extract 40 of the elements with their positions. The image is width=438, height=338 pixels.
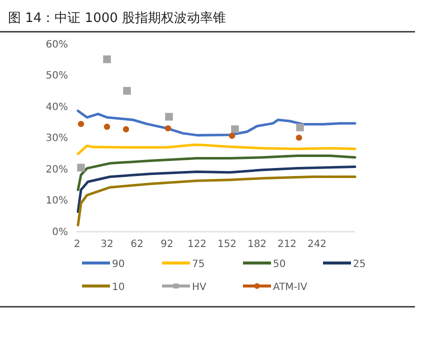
legend-label: 25 bbox=[353, 259, 366, 270]
point bbox=[103, 55, 111, 64]
point bbox=[78, 120, 84, 128]
x-tick-label: 122 bbox=[187, 238, 207, 250]
legend-label: 75 bbox=[192, 259, 205, 270]
point bbox=[104, 124, 110, 130]
x-tick-label: 2 bbox=[74, 238, 80, 250]
point bbox=[77, 164, 85, 172]
legend-label: 10 bbox=[112, 282, 125, 293]
y-tick-label: 0% bbox=[52, 226, 68, 238]
point bbox=[122, 126, 130, 132]
y-tick-label: 60% bbox=[46, 40, 68, 50]
point bbox=[164, 125, 172, 132]
line-series bbox=[76, 154, 356, 192]
line-series bbox=[76, 165, 356, 213]
y-tick-label: 50% bbox=[46, 70, 68, 82]
point bbox=[228, 132, 236, 139]
line-series bbox=[76, 175, 356, 226]
y-tick-label: 20% bbox=[46, 164, 68, 176]
x-tick-label: 242 bbox=[307, 238, 327, 250]
x-tick-label: 212 bbox=[277, 238, 297, 250]
x-tick-label: 32 bbox=[100, 238, 114, 250]
chart-title: 图 14：中证 1000 股指期权波动率锥 bbox=[8, 10, 226, 26]
x-tick-label: 182 bbox=[247, 238, 267, 250]
legend-label: HV bbox=[192, 282, 207, 293]
y-tick-label: 10% bbox=[46, 196, 68, 207]
legend-label: 90 bbox=[112, 259, 125, 270]
point bbox=[165, 112, 173, 121]
x-tick-label: 152 bbox=[217, 238, 237, 250]
point bbox=[123, 86, 131, 95]
legend-label: ATM-IV bbox=[273, 282, 308, 293]
legend-label: 50 bbox=[273, 259, 286, 270]
x-tick-label: 62 bbox=[130, 238, 144, 250]
point bbox=[231, 125, 239, 134]
y-tick-label: 30% bbox=[46, 133, 68, 144]
point bbox=[296, 134, 302, 141]
point bbox=[296, 124, 304, 132]
line-series bbox=[76, 144, 356, 156]
y-tick-label: 40% bbox=[46, 102, 68, 113]
x-tick-label: 92 bbox=[160, 238, 174, 250]
